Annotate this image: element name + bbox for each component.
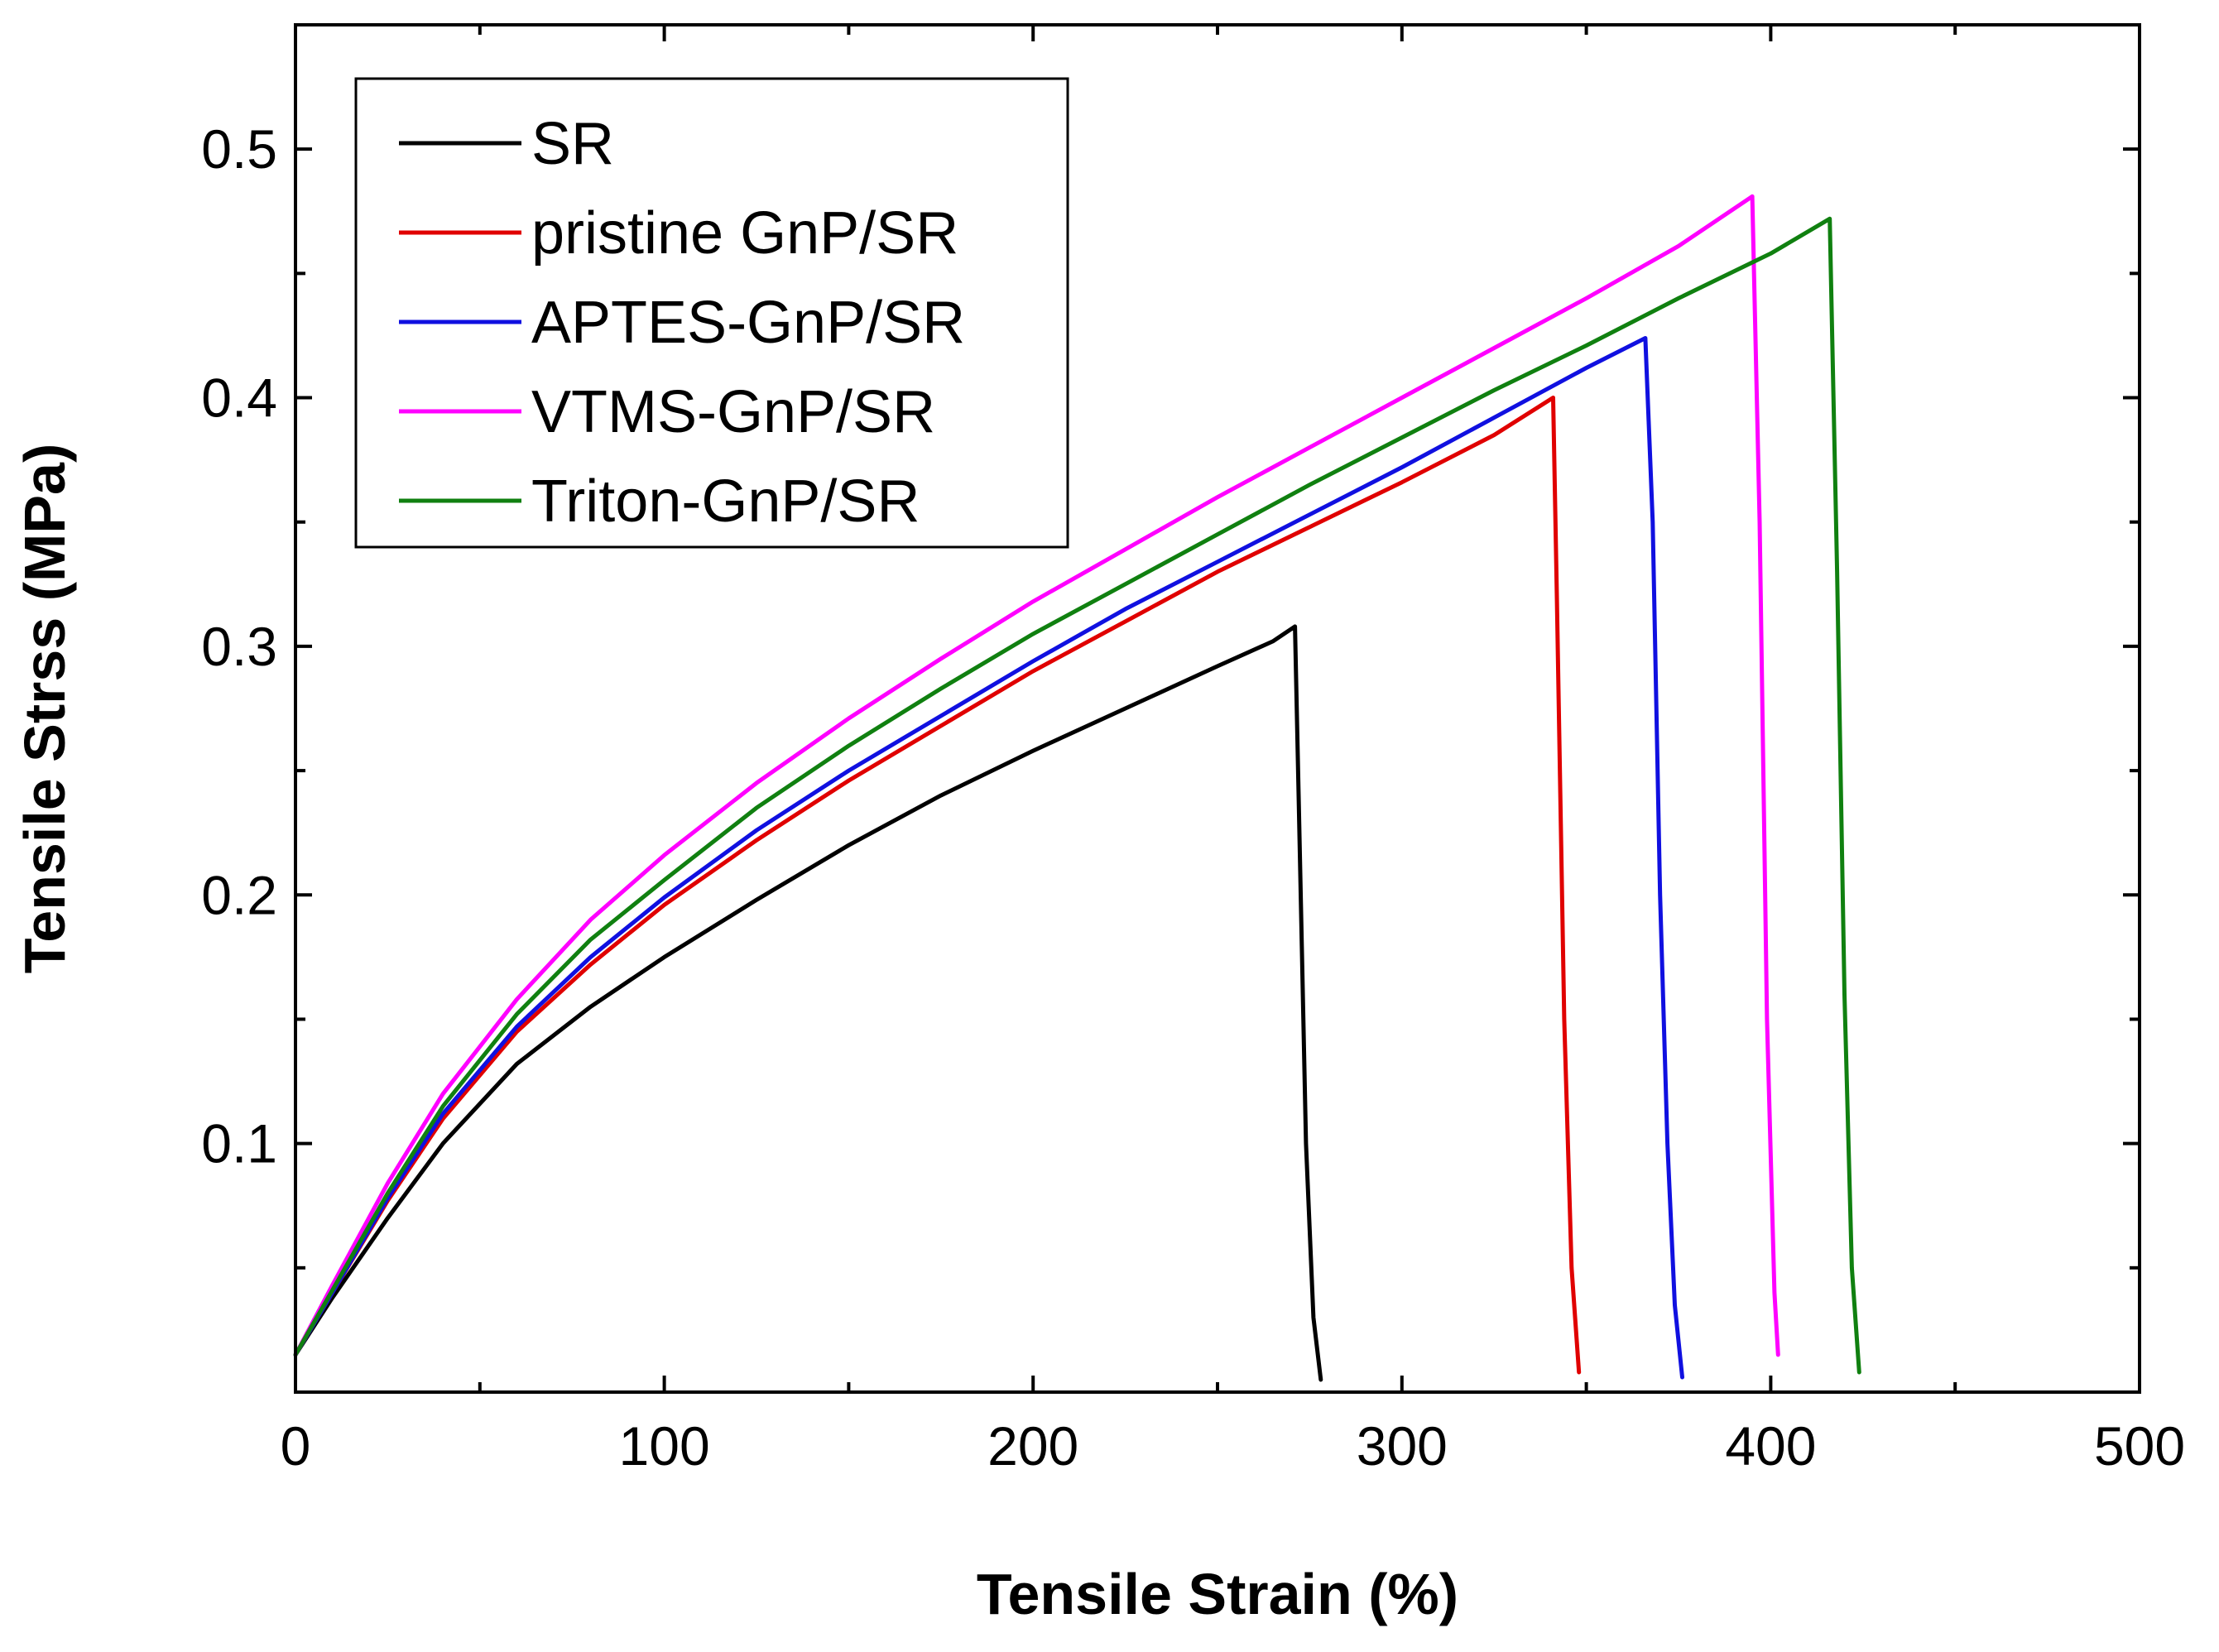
legend-label-0: SR	[531, 111, 614, 177]
legend-box	[354, 77, 1069, 549]
series-line-1	[293, 396, 1582, 1375]
x-tick-label: 100	[619, 1415, 710, 1477]
y-tick-label: 0.4	[201, 367, 277, 429]
series-line-0	[293, 624, 1323, 1382]
x-axis-title: Tensile Strain (%)	[977, 1562, 1458, 1626]
legend: SR pristine GnP/SR APTES-GnP/SR VTMS-GnP/SR…	[354, 77, 1069, 549]
y-tick-label: 0.3	[201, 616, 277, 677]
legend-label-4: Triton-GnP/SR	[531, 468, 920, 535]
x-tick-label: 0	[281, 1415, 311, 1477]
x-tick-label: 300	[1357, 1415, 1448, 1477]
series-line-4	[293, 216, 1861, 1375]
x-tick-label: 400	[1725, 1415, 1816, 1477]
series-layer	[293, 194, 1861, 1382]
y-tick-label: 0.1	[201, 1113, 277, 1174]
y-tick-label: 0.5	[201, 118, 277, 180]
axis-layer: 0 100 200 300 400 500 0.1 0.2 0.3 0.4 0.5	[201, 23, 2185, 1477]
legend-label-3: VTMS-GnP/SR	[531, 379, 935, 445]
x-tick-label: 500	[2094, 1415, 2185, 1477]
legend-label-2: APTES-GnP/SR	[531, 290, 965, 356]
y-tick-label: 0.2	[201, 864, 277, 925]
y-axis-title: Tensile Strss (MPa)	[12, 444, 77, 974]
legend-label-1: pristine GnP/SR	[531, 200, 958, 267]
series-line-3	[293, 194, 1780, 1357]
x-tick-label: 200	[987, 1415, 1078, 1477]
series-line-2	[293, 336, 1684, 1380]
